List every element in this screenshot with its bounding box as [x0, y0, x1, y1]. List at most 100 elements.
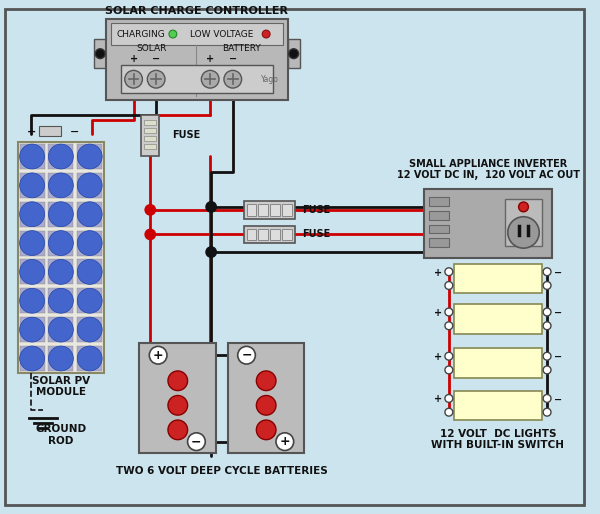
Circle shape [445, 322, 453, 329]
FancyBboxPatch shape [49, 144, 73, 169]
Circle shape [20, 144, 44, 169]
FancyBboxPatch shape [270, 229, 280, 241]
Circle shape [77, 317, 102, 342]
FancyBboxPatch shape [244, 226, 295, 243]
Circle shape [205, 201, 217, 213]
FancyBboxPatch shape [145, 128, 156, 133]
FancyBboxPatch shape [77, 317, 102, 342]
Circle shape [205, 246, 217, 258]
Circle shape [276, 433, 293, 450]
Text: Yago: Yago [261, 75, 279, 84]
Circle shape [508, 217, 539, 248]
FancyBboxPatch shape [288, 39, 299, 68]
FancyBboxPatch shape [20, 202, 44, 227]
Circle shape [20, 288, 44, 313]
Circle shape [49, 346, 73, 371]
Circle shape [125, 70, 142, 88]
Text: SOLAR PV
MODULE: SOLAR PV MODULE [32, 376, 90, 397]
Circle shape [168, 420, 188, 439]
Text: FUSE: FUSE [172, 130, 200, 140]
FancyBboxPatch shape [429, 197, 449, 206]
FancyBboxPatch shape [259, 229, 268, 241]
FancyBboxPatch shape [429, 211, 449, 219]
Text: −: − [554, 308, 562, 318]
Circle shape [20, 346, 44, 371]
FancyBboxPatch shape [20, 317, 44, 342]
FancyBboxPatch shape [20, 231, 44, 255]
Circle shape [256, 395, 276, 415]
Circle shape [543, 352, 551, 360]
Circle shape [543, 395, 551, 402]
Circle shape [445, 366, 453, 374]
Circle shape [145, 229, 156, 241]
FancyBboxPatch shape [145, 144, 156, 149]
Text: +: + [434, 308, 442, 318]
Circle shape [202, 70, 219, 88]
FancyBboxPatch shape [39, 126, 61, 136]
Circle shape [49, 317, 73, 342]
Text: +: + [130, 53, 137, 64]
Text: −: − [554, 352, 562, 362]
Text: −: − [152, 53, 160, 64]
Circle shape [238, 346, 256, 364]
Text: SOLAR CHARGE CONTROLLER: SOLAR CHARGE CONTROLLER [106, 7, 289, 16]
Text: FUSE: FUSE [302, 205, 331, 215]
FancyBboxPatch shape [282, 204, 292, 216]
FancyBboxPatch shape [77, 231, 102, 255]
Circle shape [262, 30, 270, 38]
Text: +: + [206, 53, 214, 64]
Circle shape [49, 173, 73, 198]
Circle shape [543, 282, 551, 289]
Circle shape [543, 408, 551, 416]
Text: −: − [229, 53, 237, 64]
FancyBboxPatch shape [429, 225, 449, 233]
Circle shape [445, 308, 453, 316]
FancyBboxPatch shape [228, 343, 304, 453]
FancyBboxPatch shape [94, 39, 106, 68]
Circle shape [95, 49, 105, 59]
FancyBboxPatch shape [106, 20, 288, 100]
Circle shape [145, 204, 156, 216]
FancyBboxPatch shape [244, 201, 295, 218]
FancyBboxPatch shape [429, 238, 449, 247]
FancyBboxPatch shape [454, 264, 542, 293]
FancyBboxPatch shape [49, 317, 73, 342]
FancyBboxPatch shape [282, 229, 292, 241]
FancyBboxPatch shape [454, 391, 542, 420]
Circle shape [77, 346, 102, 371]
FancyBboxPatch shape [505, 199, 542, 246]
FancyBboxPatch shape [424, 189, 552, 258]
Text: FUSE: FUSE [302, 229, 331, 240]
Circle shape [445, 352, 453, 360]
FancyBboxPatch shape [77, 173, 102, 198]
FancyBboxPatch shape [20, 346, 44, 371]
FancyBboxPatch shape [270, 204, 280, 216]
Circle shape [20, 260, 44, 284]
Circle shape [445, 268, 453, 276]
Circle shape [169, 30, 177, 38]
Text: −: − [554, 394, 562, 405]
Text: +: + [434, 394, 442, 405]
Circle shape [77, 202, 102, 227]
Text: +: + [153, 348, 163, 362]
Circle shape [543, 308, 551, 316]
Circle shape [77, 288, 102, 313]
Text: 12 VOLT  DC LIGHTS
WITH BUILT-IN SWITCH: 12 VOLT DC LIGHTS WITH BUILT-IN SWITCH [431, 429, 565, 450]
Circle shape [445, 395, 453, 402]
FancyBboxPatch shape [77, 288, 102, 313]
Text: BATTERY: BATTERY [222, 44, 261, 53]
Circle shape [256, 371, 276, 391]
FancyBboxPatch shape [5, 9, 584, 505]
Text: +: + [434, 268, 442, 278]
FancyBboxPatch shape [77, 260, 102, 284]
FancyBboxPatch shape [49, 173, 73, 198]
Text: LOW VOLTAGE: LOW VOLTAGE [190, 29, 254, 39]
Text: CHARGING: CHARGING [116, 29, 165, 39]
FancyBboxPatch shape [111, 23, 283, 45]
Text: +: + [27, 127, 36, 137]
Text: +: + [280, 435, 290, 448]
FancyBboxPatch shape [454, 304, 542, 334]
Circle shape [77, 173, 102, 198]
Circle shape [148, 70, 165, 88]
Text: −: − [241, 348, 252, 362]
